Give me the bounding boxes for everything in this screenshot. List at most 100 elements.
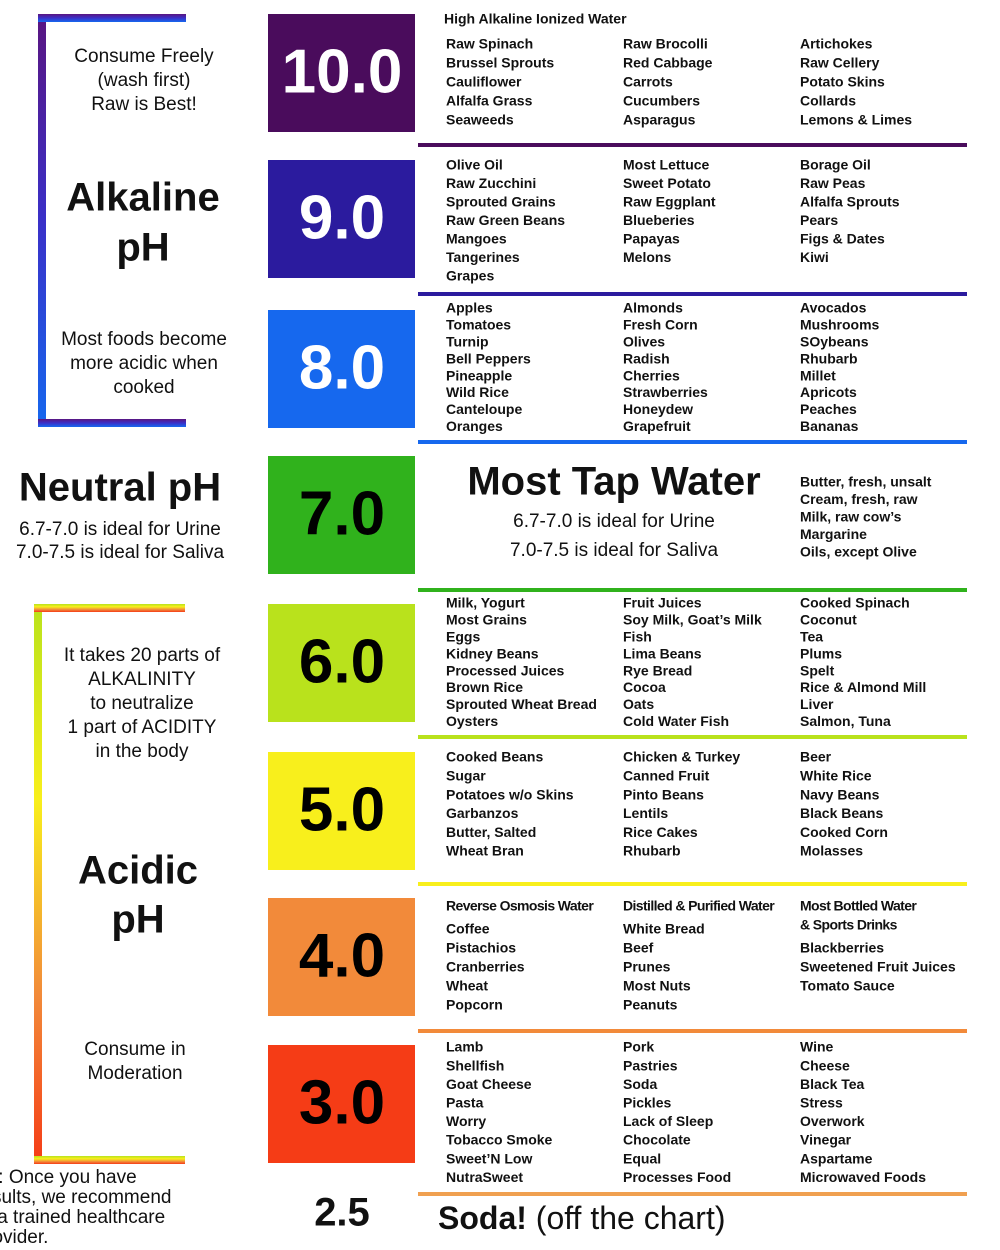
food-item: Potatoes w/o Skins bbox=[446, 786, 574, 802]
food-item: Most Grains bbox=[446, 612, 527, 628]
alkaline-note: Raw is Best! bbox=[91, 94, 197, 115]
footnote: provider. bbox=[0, 1227, 48, 1248]
column-heading: Reverse Osmosis Water bbox=[446, 898, 594, 914]
food-item: Beer bbox=[800, 749, 832, 765]
separator bbox=[418, 1029, 967, 1033]
food-item: Coconut bbox=[800, 612, 857, 628]
acidic-note: in the body bbox=[96, 741, 189, 762]
food-item: Vinegar bbox=[800, 1132, 852, 1148]
food-item: Asparagus bbox=[623, 112, 696, 128]
food-item: Grapefruit bbox=[623, 418, 691, 434]
food-item: Mangoes bbox=[446, 231, 507, 247]
food-item: Sugar bbox=[446, 768, 486, 784]
food-item: Cooked Beans bbox=[446, 749, 543, 765]
food-item: Raw Peas bbox=[800, 175, 866, 191]
food-item: Pork bbox=[623, 1039, 654, 1055]
food-item: Peaches bbox=[800, 401, 857, 417]
alkaline-note: (wash first) bbox=[98, 70, 191, 91]
food-item: Aspartame bbox=[800, 1150, 873, 1166]
food-item: Raw Zucchini bbox=[446, 175, 536, 191]
footnote: that you consult a trained healthcare bbox=[0, 1207, 165, 1228]
food-item: Molasses bbox=[800, 843, 863, 859]
food-item: Grapes bbox=[446, 268, 494, 284]
food-item: Kiwi bbox=[800, 249, 829, 265]
food-item: Fish bbox=[623, 629, 652, 645]
separator bbox=[418, 440, 967, 444]
off-chart-note: (off the chart) bbox=[536, 1200, 726, 1236]
food-item: Turnip bbox=[446, 334, 489, 350]
footnote: *Please Note: Once you have bbox=[0, 1167, 137, 1188]
food-item: Garbanzos bbox=[446, 805, 519, 821]
ph-value: 6.0 bbox=[299, 627, 385, 696]
column-heading: & Sports Drinks bbox=[800, 917, 898, 933]
food-item: Carrots bbox=[623, 74, 673, 90]
food-item: Chicken & Turkey bbox=[623, 749, 740, 765]
food-item: Most Nuts bbox=[623, 978, 691, 994]
food-item: Fresh Corn bbox=[623, 317, 698, 333]
food-item: Oranges bbox=[446, 418, 503, 434]
food-item: Potato Skins bbox=[800, 74, 885, 90]
footnote: recorded your results, we recommend bbox=[0, 1187, 171, 1208]
food-item: Wild Rice bbox=[446, 384, 509, 400]
column-heading: Most Bottled Water bbox=[800, 898, 917, 914]
ph-value: 9.0 bbox=[299, 183, 385, 252]
separator bbox=[418, 292, 967, 296]
food-item: Navy Beans bbox=[800, 786, 880, 802]
food-item: Cooked Corn bbox=[800, 824, 888, 840]
food-item: Almonds bbox=[623, 300, 683, 316]
food-item: Cold Water Fish bbox=[623, 713, 729, 729]
food-item: Rye Bread bbox=[623, 662, 692, 678]
food-item: Lamb bbox=[446, 1039, 483, 1055]
ph-box bbox=[268, 310, 415, 428]
food-item: Tea bbox=[800, 629, 823, 645]
ph-value: 3.0 bbox=[299, 1068, 385, 1137]
ph-box bbox=[268, 604, 415, 722]
food-item: Mushrooms bbox=[800, 317, 880, 333]
food-item: Pastries bbox=[623, 1057, 678, 1073]
food-item: Brown Rice bbox=[446, 679, 523, 695]
food-item: Raw Eggplant bbox=[623, 194, 716, 210]
acidic-note: Consume in bbox=[84, 1039, 185, 1060]
food-item: Pickles bbox=[623, 1095, 671, 1111]
alkaline-note: cooked bbox=[113, 377, 174, 398]
neutral-label: Neutral pH bbox=[19, 466, 221, 510]
food-item: Sprouted Grains bbox=[446, 194, 556, 210]
food-item: Chocolate bbox=[623, 1132, 691, 1148]
food-item: Lack of Sleep bbox=[623, 1113, 713, 1129]
acidic-bracket bbox=[34, 604, 185, 1164]
acidic-label: pH bbox=[111, 898, 164, 942]
acidic-note: 1 part of ACIDITY bbox=[68, 717, 217, 738]
alkaline-label: Alkaline bbox=[66, 176, 219, 220]
separator bbox=[418, 882, 967, 886]
food-item: Black Beans bbox=[800, 805, 883, 821]
ph-box bbox=[268, 898, 415, 1016]
food-item: Red Cabbage bbox=[623, 55, 713, 71]
food-item: Black Tea bbox=[800, 1076, 865, 1092]
alkaline-bracket bbox=[38, 14, 186, 427]
food-item: Butter, Salted bbox=[446, 824, 536, 840]
food-item: Prunes bbox=[623, 959, 671, 975]
separator bbox=[418, 1192, 967, 1196]
separator bbox=[418, 735, 967, 739]
food-item: Alfalfa Sprouts bbox=[800, 194, 900, 210]
food-item: Popcorn bbox=[446, 997, 503, 1013]
food-item: Cheese bbox=[800, 1057, 850, 1073]
food-item: Shellfish bbox=[446, 1057, 504, 1073]
food-item: Worry bbox=[446, 1113, 486, 1129]
column-heading: Distilled & Purified Water bbox=[623, 898, 775, 914]
separator bbox=[418, 588, 967, 592]
off-chart-ph: 2.5 bbox=[314, 1191, 370, 1235]
food-item: Peanuts bbox=[623, 997, 678, 1013]
food-item: Honeydew bbox=[623, 401, 693, 417]
ph-value: 8.0 bbox=[299, 333, 385, 402]
level-heading: High Alkaline Ionized Water bbox=[444, 11, 627, 27]
food-item: Stress bbox=[800, 1095, 843, 1111]
food-item: Milk, Yogurt bbox=[446, 595, 525, 611]
food-item: Pistachios bbox=[446, 940, 516, 956]
food-item: Avocados bbox=[800, 300, 867, 316]
food-item: Tobacco Smoke bbox=[446, 1132, 553, 1148]
food-item: Pears bbox=[800, 212, 838, 228]
ph-box bbox=[268, 456, 415, 574]
ph-value: 10.0 bbox=[282, 37, 403, 106]
food-item: Strawberries bbox=[623, 384, 708, 400]
